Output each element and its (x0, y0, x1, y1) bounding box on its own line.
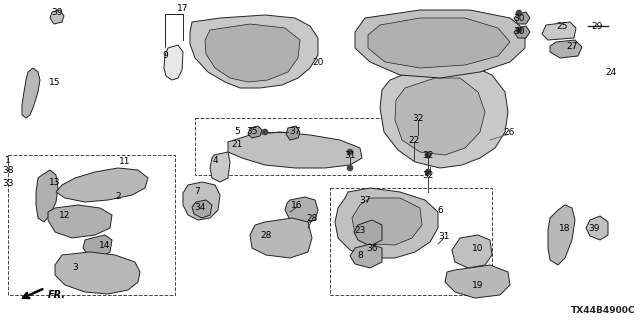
Text: 32: 32 (422, 150, 434, 159)
Text: 17: 17 (177, 4, 189, 12)
Polygon shape (164, 45, 183, 80)
Text: 35: 35 (246, 126, 258, 135)
Text: 2: 2 (115, 191, 121, 201)
Polygon shape (514, 12, 530, 24)
Text: 36: 36 (366, 244, 378, 252)
Polygon shape (380, 62, 508, 168)
Text: 18: 18 (559, 223, 571, 233)
Text: 5: 5 (234, 126, 240, 135)
Text: 10: 10 (472, 244, 484, 252)
Polygon shape (228, 132, 362, 168)
Text: 23: 23 (355, 226, 365, 235)
Text: 12: 12 (60, 211, 70, 220)
Circle shape (516, 27, 522, 33)
Polygon shape (248, 126, 262, 138)
Text: 32: 32 (422, 171, 434, 180)
Text: 30: 30 (513, 27, 525, 36)
Text: 28: 28 (307, 213, 317, 222)
Text: 37: 37 (289, 126, 301, 135)
Polygon shape (192, 200, 212, 218)
Text: 9: 9 (162, 51, 168, 60)
Text: 24: 24 (605, 68, 616, 76)
Polygon shape (250, 218, 312, 258)
Text: 28: 28 (260, 230, 272, 239)
Text: 31: 31 (438, 231, 450, 241)
Polygon shape (285, 197, 318, 225)
Text: 19: 19 (472, 281, 484, 290)
Text: 3: 3 (72, 263, 78, 273)
Polygon shape (205, 24, 300, 82)
Text: 16: 16 (291, 201, 303, 210)
Polygon shape (395, 78, 485, 155)
Polygon shape (445, 265, 510, 298)
Bar (195, 118, 430, 175)
Text: 11: 11 (119, 156, 131, 165)
Polygon shape (210, 152, 230, 182)
Circle shape (347, 149, 353, 155)
Text: TX44B4900C: TX44B4900C (570, 306, 635, 315)
Polygon shape (56, 168, 148, 202)
Polygon shape (36, 170, 58, 222)
Text: 34: 34 (195, 203, 205, 212)
Text: 38: 38 (3, 165, 13, 174)
Text: 31: 31 (344, 150, 356, 159)
Text: 20: 20 (312, 58, 324, 67)
Polygon shape (183, 182, 220, 220)
Text: 21: 21 (231, 140, 243, 148)
Polygon shape (550, 40, 582, 58)
Polygon shape (352, 198, 422, 245)
Text: 8: 8 (357, 251, 363, 260)
Polygon shape (350, 244, 382, 268)
Text: 39: 39 (51, 7, 63, 17)
Polygon shape (514, 26, 530, 38)
Text: 26: 26 (503, 127, 515, 137)
Bar (330, 188, 492, 295)
Text: 4: 4 (212, 156, 218, 164)
Bar (8, 155, 175, 295)
Polygon shape (55, 252, 140, 294)
Text: 6: 6 (437, 205, 443, 214)
Text: 27: 27 (566, 42, 578, 51)
Text: 33: 33 (3, 179, 13, 188)
Polygon shape (355, 10, 525, 78)
Polygon shape (335, 188, 438, 258)
Text: 39: 39 (588, 223, 600, 233)
Polygon shape (354, 220, 382, 246)
Circle shape (425, 152, 431, 158)
Text: 32: 32 (412, 114, 424, 123)
Text: 30: 30 (513, 13, 525, 22)
Circle shape (347, 165, 353, 171)
Polygon shape (368, 18, 510, 68)
Polygon shape (542, 22, 576, 40)
Text: 15: 15 (49, 77, 61, 86)
Polygon shape (50, 10, 64, 24)
Polygon shape (190, 15, 318, 88)
Polygon shape (548, 205, 575, 265)
Text: 37: 37 (359, 196, 371, 204)
Polygon shape (286, 126, 300, 140)
Text: 7: 7 (194, 187, 200, 196)
Circle shape (262, 129, 268, 135)
Text: 14: 14 (99, 241, 111, 250)
Circle shape (425, 169, 431, 175)
Text: 13: 13 (49, 178, 61, 187)
Polygon shape (452, 235, 492, 268)
Polygon shape (586, 216, 608, 240)
Polygon shape (48, 205, 112, 238)
Text: FR.: FR. (48, 290, 66, 300)
Polygon shape (83, 235, 112, 258)
Text: 29: 29 (591, 21, 603, 30)
Text: 1: 1 (5, 156, 11, 164)
Text: 22: 22 (408, 135, 420, 145)
Text: 25: 25 (556, 21, 568, 30)
Circle shape (516, 10, 522, 16)
Polygon shape (22, 68, 40, 118)
